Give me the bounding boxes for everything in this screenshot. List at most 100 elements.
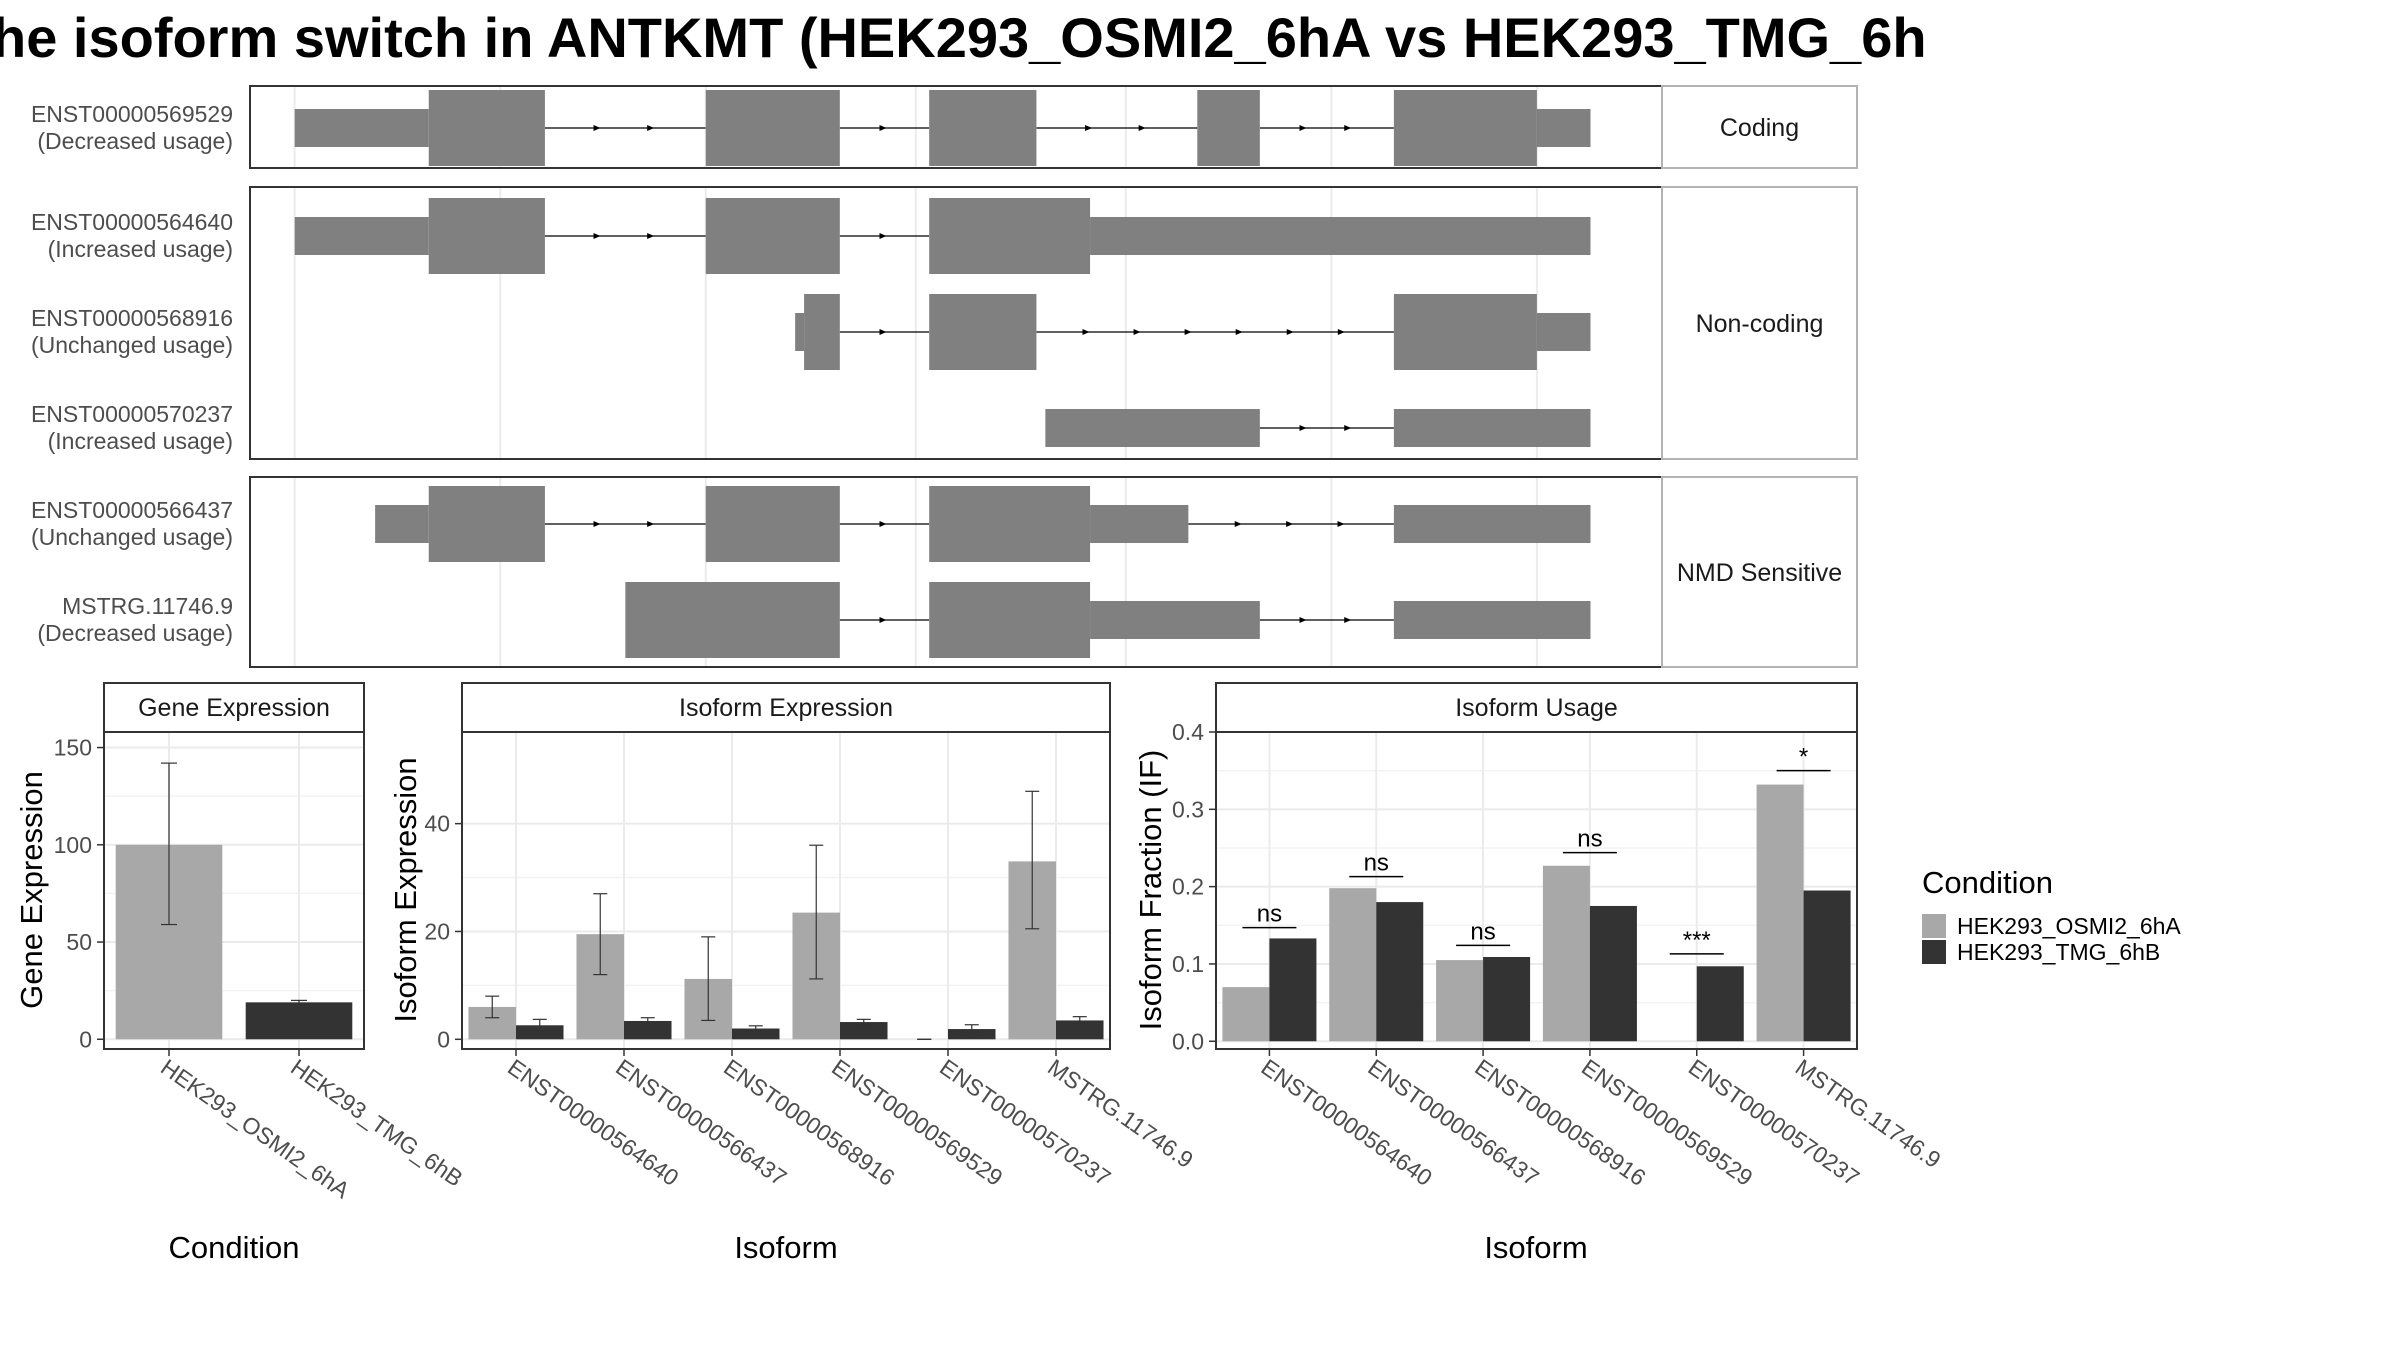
x-tick-label: ENST00000564640 — [1257, 1054, 1437, 1191]
exon-utr — [1536, 109, 1591, 147]
bar-group-enst00000569529 — [792, 844, 840, 1040]
intron-direction-arrow — [593, 233, 601, 239]
transcript-structure-panel: ENST00000569529(Decreased usage) Coding EN… — [31, 85, 1858, 668]
bar-hek293-tmg-6hb-enst00000564640 — [516, 1025, 564, 1040]
group-strip-label: Coding — [1720, 114, 1799, 142]
bar-group-enst00000568916 — [732, 1025, 780, 1040]
y-tick-label: 50 — [66, 929, 92, 955]
transcript-mstrg-11746-9: MSTRG.11746.9(Decreased usage) — [37, 582, 1591, 658]
bar-hek293-tmg-6hb-enst00000569529 — [840, 1022, 888, 1040]
bar-hek293-osmi2-6ha-enst00000568916 — [1436, 960, 1484, 1042]
intron-direction-arrow — [647, 125, 655, 131]
legend: Condition HEK293_OSMI2_6hA HEK293_TMG_6h… — [1922, 865, 2181, 965]
chart-title: Isoform Expression — [679, 694, 893, 722]
bar-hek293-osmi2-6ha-enst00000569529 — [1542, 865, 1590, 1042]
transcript-enst00000566437: ENST00000566437(Unchanged usage) — [31, 486, 1591, 562]
y-tick-label: 0.0 — [1172, 1028, 1204, 1054]
bar-hek293-tmg-6hb-mstrg-11746-9 — [1803, 890, 1851, 1042]
transcript-enst00000570237: ENST00000570237(Increased usage) — [31, 401, 1591, 454]
legend-title: Condition — [1922, 865, 2053, 900]
intron-direction-arrow — [647, 233, 655, 239]
significance-label: ns — [1470, 918, 1495, 945]
intron-direction-arrow — [1299, 617, 1307, 623]
intron-direction-arrow — [1299, 425, 1307, 431]
legend-label-condition-b: HEK293_TMG_6hB — [1957, 939, 2160, 965]
bar-hek293-tmg-6hb-enst00000564640 — [1269, 938, 1317, 1042]
chart-title: Gene Expression — [138, 694, 330, 722]
chart-isoform-expression: Isoform Expression02040ENST00000564640EN… — [388, 682, 1198, 1265]
bar-group-enst00000568916 — [1436, 960, 1484, 1042]
bar-group-enst00000570237 — [948, 1024, 996, 1040]
significance-label: ns — [1364, 850, 1389, 877]
exon-cds — [428, 90, 545, 166]
bar-hek293-tmg-6hb-enst00000566437 — [624, 1020, 672, 1040]
bar-group-enst00000564640 — [1222, 987, 1270, 1042]
chart-title-strip — [103, 682, 365, 733]
bar-group-mstrg-11746-9 — [1756, 784, 1804, 1042]
y-tick-label: 20 — [424, 918, 450, 944]
bar-hek293-osmi2-6ha-enst00000566437 — [1329, 888, 1377, 1042]
intron-direction-arrow — [1337, 329, 1345, 335]
exon-cds — [428, 198, 545, 274]
group-strip — [1661, 85, 1858, 169]
transcript-usage-label: (Decreased usage) — [37, 128, 233, 154]
group-strip-label: Non-coding — [1696, 310, 1824, 338]
bar-hek293-tmg-6hb-enst00000568916 — [1483, 956, 1531, 1042]
x-axis-title: Isoform — [1484, 1230, 1587, 1265]
legend-swatch-condition-b — [1922, 940, 1946, 964]
chart-title: Isoform Usage — [1455, 694, 1618, 722]
y-tick-label: 40 — [424, 811, 450, 837]
bar-group-enst00000564640 — [468, 995, 516, 1040]
y-tick-label: 0.2 — [1172, 874, 1204, 900]
intron-direction-arrow — [1235, 329, 1243, 335]
transcript-id-label: ENST00000568916 — [31, 305, 233, 331]
exon-utr — [1090, 217, 1591, 255]
exon-utr — [1090, 505, 1189, 543]
exon-utr — [294, 217, 429, 255]
y-tick-label: 0 — [79, 1026, 92, 1052]
intron-direction-arrow — [879, 521, 887, 527]
intron-direction-arrow — [1133, 329, 1141, 335]
bar-hek293-tmg-6hb — [245, 1002, 353, 1040]
intron-direction-arrow — [879, 329, 887, 335]
bar-group-enst00000569529 — [1589, 905, 1637, 1042]
exon-cds — [929, 294, 1037, 370]
exon-utr — [375, 505, 429, 543]
exon-cds — [428, 486, 545, 562]
exon-cds — [1393, 90, 1537, 166]
transcript-enst00000569529: ENST00000569529(Decreased usage) — [31, 90, 1591, 166]
bar-group-mstrg-11746-9 — [1056, 1016, 1104, 1040]
y-tick-label: 0.3 — [1172, 796, 1204, 822]
chart-gene-expression: Gene Expression050100150HEK293_OSMI2_6hA… — [14, 682, 468, 1265]
exon-cds — [929, 486, 1091, 562]
exon-utr — [1393, 505, 1591, 543]
chart-title-strip — [1215, 682, 1858, 733]
transcript-enst00000564640: ENST00000564640(Increased usage) — [31, 198, 1591, 274]
plot-background — [462, 732, 1110, 1049]
transcript-id-label: ENST00000570237 — [31, 401, 233, 427]
intron-direction-arrow — [879, 233, 887, 239]
exon-cds — [625, 582, 840, 658]
intron-direction-arrow — [1344, 425, 1352, 431]
exon-cds — [804, 294, 840, 370]
x-axis-title: Condition — [169, 1230, 300, 1265]
intron-direction-arrow — [1344, 125, 1352, 131]
y-tick-label: 0.1 — [1172, 951, 1204, 977]
structure-group-non-coding: ENST00000564640(Increased usage) ENST0000… — [31, 186, 1858, 460]
bar-group-enst00000566437 — [1376, 902, 1424, 1042]
bar-hek293-osmi2-6ha-mstrg-11746-9 — [1756, 784, 1804, 1042]
legend-swatch-condition-a — [1922, 914, 1946, 938]
intron-direction-arrow — [1286, 521, 1294, 527]
intron-direction-arrow — [1138, 125, 1146, 131]
intron-direction-arrow — [1337, 521, 1345, 527]
intron-direction-arrow — [879, 617, 887, 623]
bar-group-enst00000569529 — [1542, 865, 1590, 1042]
exon-cds — [705, 90, 840, 166]
group-strip-label: NMD Sensitive — [1677, 559, 1842, 587]
x-axis-title: Isoform — [734, 1230, 837, 1265]
y-axis-title: Isoform Expression — [388, 757, 423, 1022]
intron-direction-arrow — [1299, 125, 1307, 131]
transcript-usage-label: (Unchanged usage) — [31, 332, 233, 358]
exon-cds — [929, 90, 1037, 166]
